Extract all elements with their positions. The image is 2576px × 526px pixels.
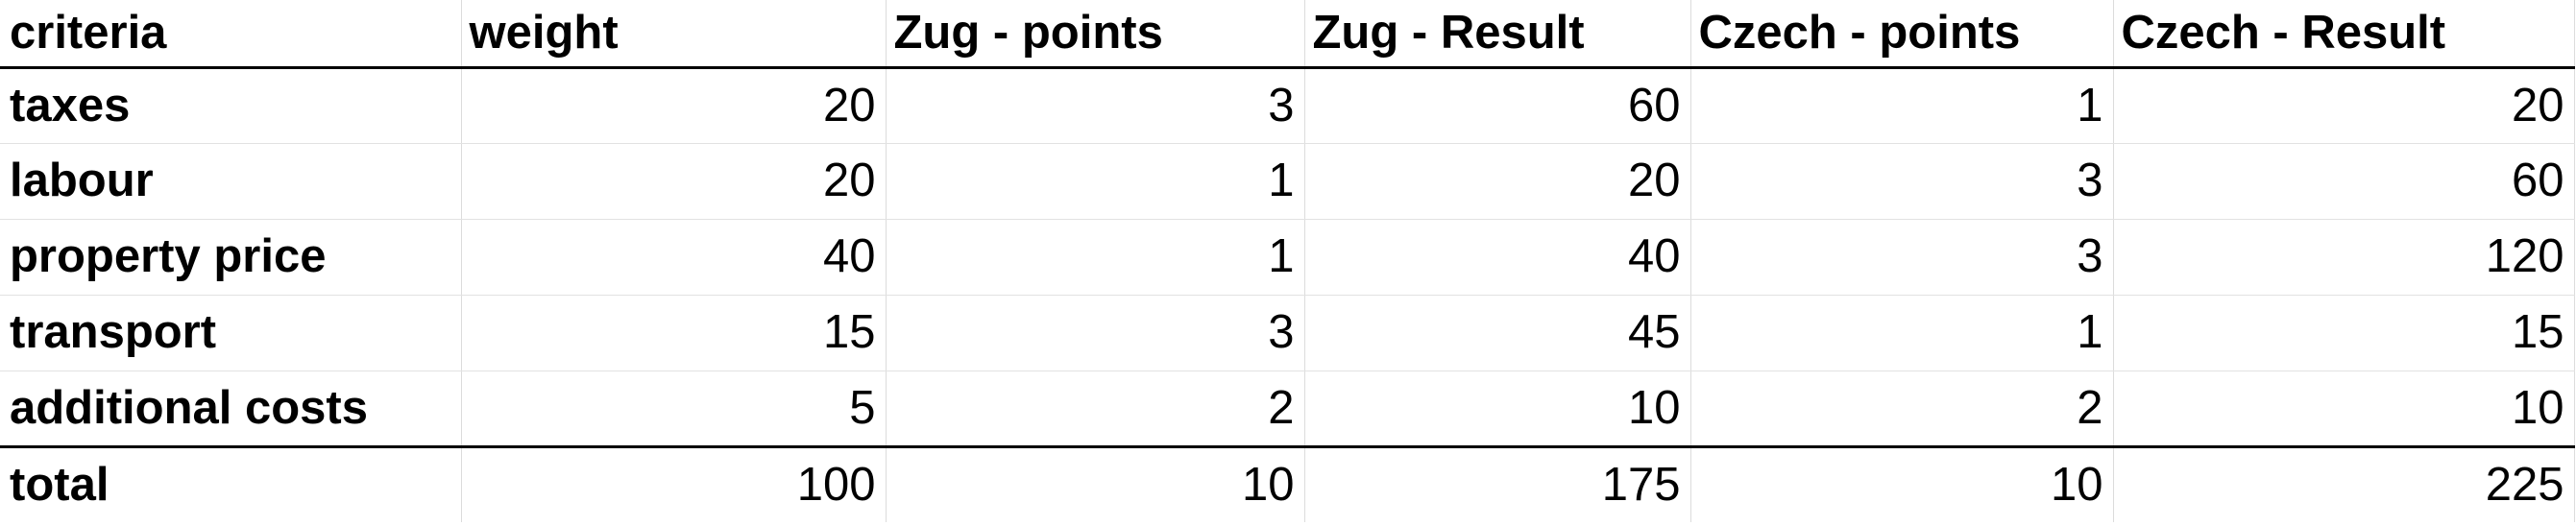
zug-result-cell[interactable]: 20 — [1304, 143, 1691, 220]
total-czech-points-cell[interactable]: 10 — [1690, 444, 2114, 522]
table-row: additional costs 5 2 10 2 10 — [0, 371, 2575, 448]
weight-cell[interactable]: 40 — [460, 219, 887, 296]
header-zug-points[interactable]: Zug - points — [886, 0, 1305, 69]
header-zug-result[interactable]: Zug - Result — [1304, 0, 1691, 69]
criteria-cell[interactable]: property price — [0, 219, 462, 296]
czech-points-cell[interactable]: 1 — [1690, 295, 2114, 371]
zug-result-cell[interactable]: 60 — [1304, 67, 1691, 144]
header-czech-points[interactable]: Czech - points — [1690, 0, 2114, 69]
zug-points-cell[interactable]: 2 — [886, 371, 1305, 448]
weight-cell[interactable]: 15 — [460, 295, 887, 371]
total-weight-cell[interactable]: 100 — [460, 444, 887, 522]
zug-points-cell[interactable]: 1 — [886, 219, 1305, 296]
total-zug-result-cell[interactable]: 175 — [1304, 444, 1691, 522]
czech-points-cell[interactable]: 2 — [1690, 371, 2114, 448]
weight-cell[interactable]: 20 — [460, 67, 887, 144]
criteria-cell[interactable]: transport — [0, 295, 462, 371]
zug-result-cell[interactable]: 40 — [1304, 219, 1691, 296]
czech-result-cell[interactable]: 10 — [2113, 371, 2575, 448]
weight-cell[interactable]: 5 — [460, 371, 887, 448]
table-row: property price 40 1 40 3 120 — [0, 219, 2575, 296]
header-czech-result[interactable]: Czech - Result — [2113, 0, 2575, 69]
total-label-cell[interactable]: total — [0, 444, 462, 522]
zug-result-cell[interactable]: 10 — [1304, 371, 1691, 448]
czech-result-cell[interactable]: 120 — [2113, 219, 2575, 296]
zug-points-cell[interactable]: 1 — [886, 143, 1305, 220]
total-row: total 100 10 175 10 225 — [0, 444, 2575, 522]
czech-result-cell[interactable]: 60 — [2113, 143, 2575, 220]
czech-points-cell[interactable]: 1 — [1690, 67, 2114, 144]
czech-points-cell[interactable]: 3 — [1690, 219, 2114, 296]
table-row: labour 20 1 20 3 60 — [0, 143, 2575, 220]
header-criteria[interactable]: criteria — [0, 0, 462, 69]
total-czech-result-cell[interactable]: 225 — [2113, 444, 2575, 522]
czech-result-cell[interactable]: 20 — [2113, 67, 2575, 144]
czech-points-cell[interactable]: 3 — [1690, 143, 2114, 220]
table-row: taxes 20 3 60 1 20 — [0, 67, 2575, 144]
total-zug-points-cell[interactable]: 10 — [886, 444, 1305, 522]
czech-result-cell[interactable]: 15 — [2113, 295, 2575, 371]
table-row: transport 15 3 45 1 15 — [0, 295, 2575, 371]
zug-points-cell[interactable]: 3 — [886, 67, 1305, 144]
zug-points-cell[interactable]: 3 — [886, 295, 1305, 371]
header-weight[interactable]: weight — [460, 0, 887, 69]
criteria-cell[interactable]: taxes — [0, 67, 462, 144]
criteria-cell[interactable]: additional costs — [0, 371, 462, 448]
criteria-cell[interactable]: labour — [0, 143, 462, 220]
weight-cell[interactable]: 20 — [460, 143, 887, 220]
header-row: criteria weight Zug - points Zug - Resul… — [0, 0, 2575, 69]
zug-result-cell[interactable]: 45 — [1304, 295, 1691, 371]
